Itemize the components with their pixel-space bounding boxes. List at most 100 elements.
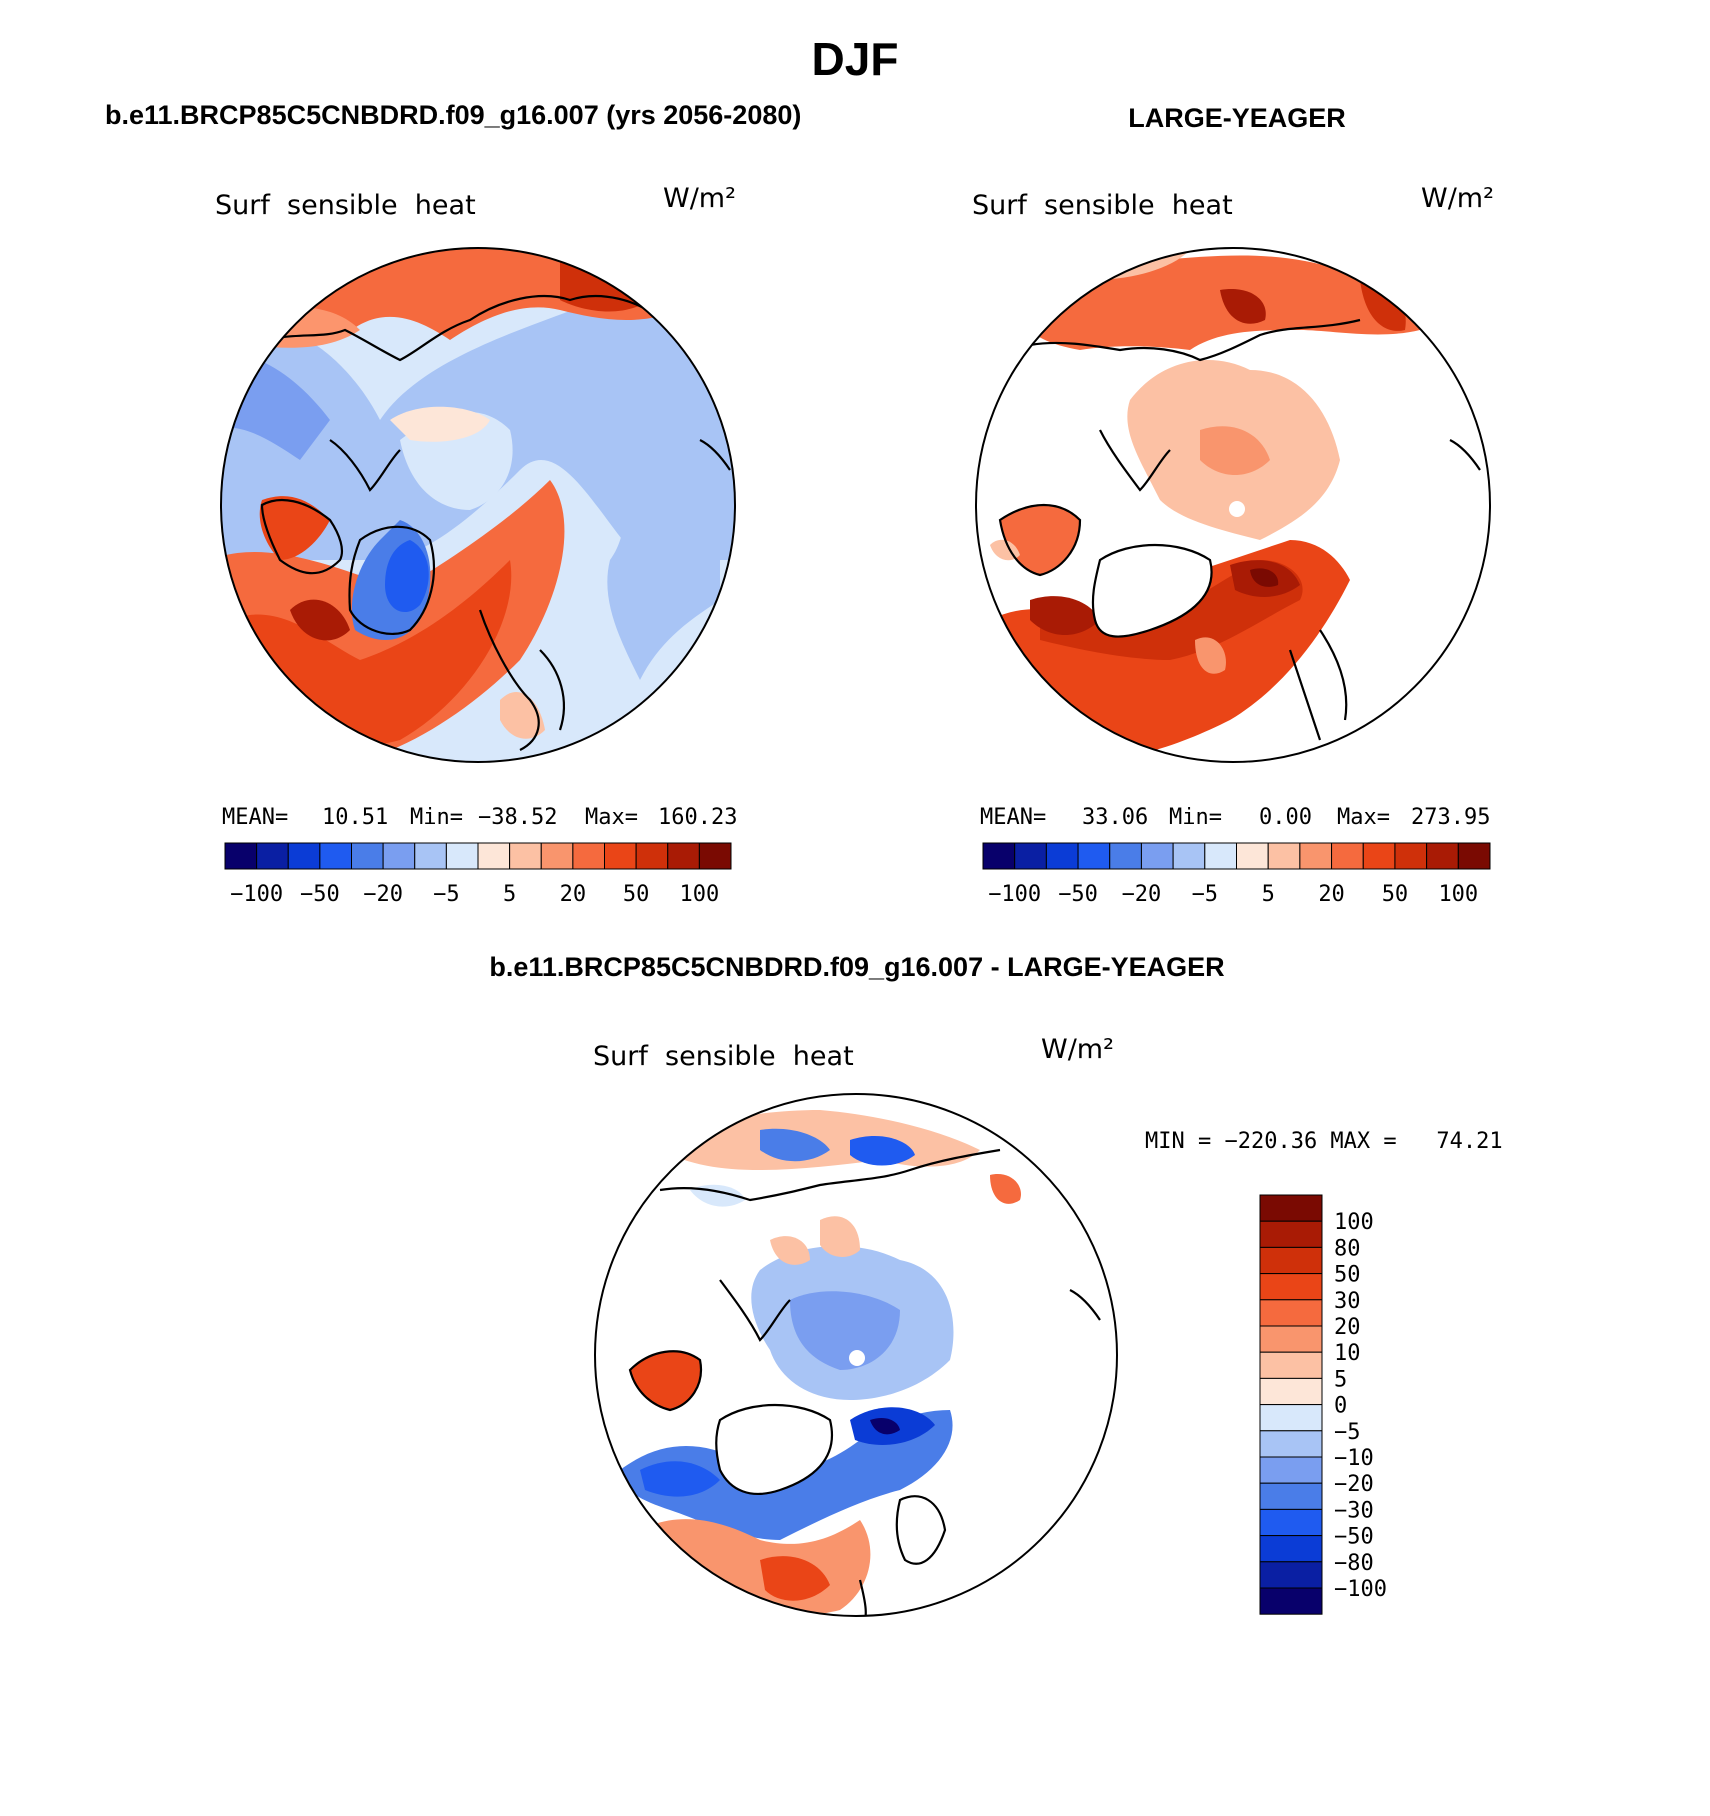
colorbar-swatch — [1045, 842, 1079, 870]
colorbar-swatch — [1236, 842, 1269, 870]
map-obs-outline — [975, 247, 1491, 763]
stats-min-value: −38.52 — [478, 805, 557, 830]
panel-diff: b.e11.BRCP85C5CNBDRD.f09_g16.007 - LARGE… — [489, 952, 1503, 1617]
colorbar-tick-label: −20 — [363, 882, 403, 907]
field-band — [760, 1556, 830, 1601]
colorbar-swatch — [1259, 1325, 1323, 1353]
colorbar-tick-label: −50 — [300, 882, 340, 907]
colorbar-swatch — [635, 842, 669, 870]
colorbar-swatch — [351, 842, 384, 870]
panel-model-title: b.e11.BRCP85C5CNBDRD.f09_g16.007 (yrs 20… — [105, 100, 801, 130]
colorbar-swatch — [1259, 1246, 1323, 1275]
colorbar-swatch — [1331, 842, 1364, 870]
field-band — [896, 1496, 945, 1564]
panel-obs-variable: Surf sensible heat — [972, 190, 1233, 221]
colorbar-tick-label: −100 — [988, 882, 1041, 907]
colorbar-tick-label: 20 — [1334, 1315, 1361, 1340]
field-band — [716, 1405, 832, 1494]
colorbar-tick-label: 100 — [1438, 882, 1478, 907]
field-band — [870, 1418, 900, 1435]
stats-mean-label: MEAN= — [222, 805, 288, 830]
field-band — [990, 1174, 1021, 1204]
colorbar-tick-label: −10 — [1334, 1446, 1374, 1471]
colorbar-swatch — [1172, 842, 1206, 870]
colorbar-tick-label: −5 — [433, 882, 460, 907]
map-model-coastlines — [249, 294, 731, 751]
colorbar-tick-label: 80 — [1334, 1236, 1361, 1261]
colorbar-model: −100 −50 −20 −5 5 20 50 100 — [224, 842, 732, 907]
panel-model-variable: Surf sensible heat — [215, 190, 476, 221]
stats-obs: MEAN= 33.06 Min= 0.00 Max= 273.95 — [980, 805, 1490, 830]
field-band — [790, 1291, 900, 1370]
field-band — [1195, 637, 1226, 674]
colorbar-swatch — [1259, 1587, 1323, 1615]
colorbar-swatch — [1394, 842, 1428, 870]
panel-diff-units: W/m² — [1041, 1034, 1114, 1065]
panel-obs-title: LARGE-YEAGER — [1128, 103, 1346, 133]
field-band — [290, 599, 350, 641]
colorbar-tick-label: −50 — [1334, 1525, 1374, 1550]
stats-max-label: Max= — [585, 805, 638, 830]
colorbar-swatch — [1259, 1561, 1323, 1589]
stats-min-label: Min= — [410, 805, 463, 830]
colorbar-tick-label: 20 — [560, 882, 587, 907]
field-band — [1000, 505, 1080, 575]
colorbar-swatch — [1077, 842, 1111, 870]
colorbar-tick-label: 5 — [503, 882, 516, 907]
field-band — [850, 1135, 915, 1166]
colorbar-tick-label: −20 — [1334, 1472, 1374, 1497]
stats-max-value: 160.23 — [658, 805, 737, 830]
colorbar-tick-label: −50 — [1058, 882, 1098, 907]
colorbar-swatch — [319, 842, 352, 870]
colorbar-swatch — [1259, 1273, 1323, 1301]
colorbar-swatch — [1362, 842, 1396, 870]
stats-max-label: Max= — [1337, 805, 1390, 830]
colorbar-tick-label: 100 — [1334, 1210, 1374, 1235]
colorbar-tick-label: 50 — [623, 882, 650, 907]
panel-obs-units: W/m² — [1421, 183, 1494, 214]
colorbar-tick-label: 10 — [1334, 1341, 1361, 1366]
field-band — [1220, 289, 1266, 324]
field-band — [770, 1236, 810, 1265]
field-band — [760, 1128, 830, 1162]
colorbar-swatch — [1259, 1194, 1323, 1222]
map-diff-outline — [594, 1093, 1118, 1617]
colorbar-swatch — [1259, 1456, 1323, 1484]
colorbar-swatch — [982, 842, 1016, 870]
colorbar-tick-label: 50 — [1382, 882, 1409, 907]
stats-mean-label: MEAN= — [980, 805, 1046, 830]
field-band — [1250, 568, 1279, 587]
colorbar-swatch — [1457, 842, 1491, 870]
field-band — [640, 1461, 720, 1497]
colorbar-swatch — [1259, 1377, 1323, 1406]
colorbar-swatch — [604, 842, 637, 870]
panel-model: b.e11.BRCP85C5CNBDRD.f09_g16.007 (yrs 20… — [105, 100, 801, 907]
field-band — [1092, 545, 1212, 637]
colorbar-swatch — [224, 842, 258, 870]
colorbar-swatch — [287, 842, 321, 870]
colorbar-swatch — [1014, 842, 1047, 870]
colorbar-tick-label: −20 — [1122, 882, 1162, 907]
stats-mean-value: 33.06 — [1082, 805, 1148, 830]
field-band — [390, 406, 490, 442]
colorbar-swatch — [1259, 1430, 1323, 1458]
colorbar-swatch — [414, 842, 447, 870]
colorbar-swatch — [1426, 842, 1459, 870]
colorbar-tick-label: 5 — [1334, 1367, 1347, 1392]
field-band — [560, 260, 650, 312]
colorbar-tick-label: −5 — [1192, 882, 1219, 907]
colorbar-swatch — [1259, 1482, 1323, 1510]
colorbar-swatch — [1109, 842, 1142, 870]
colorbar-swatch — [1259, 1299, 1323, 1327]
colorbar-tick-label: −100 — [230, 882, 283, 907]
field-band — [259, 496, 330, 560]
colorbar-tick-label: 5 — [1262, 882, 1275, 907]
colorbar-tick-label: 20 — [1318, 882, 1345, 907]
colorbar-tick-label: 100 — [680, 882, 720, 907]
map-diff-pole-marker — [849, 1350, 865, 1366]
colorbar-swatch — [256, 842, 289, 870]
colorbar-tick-label: 50 — [1334, 1263, 1361, 1288]
colorbar-swatch — [540, 842, 574, 870]
colorbar-swatch — [445, 842, 479, 870]
stats-model: MEAN= 10.51 Min= −38.52 Max= 160.23 — [222, 805, 737, 830]
